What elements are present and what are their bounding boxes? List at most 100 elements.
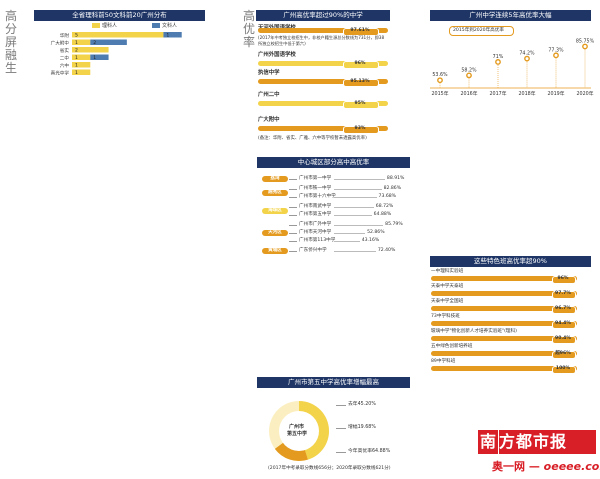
category-label: 华附	[60, 32, 70, 39]
class-value-pill	[552, 320, 576, 329]
school-name: 广州市广外中学	[299, 222, 332, 227]
class-value: 96.7%	[555, 305, 571, 311]
school-label: 广大附中	[258, 117, 280, 123]
legend-swatch-arts	[152, 23, 160, 28]
school-value: 95%	[354, 100, 366, 106]
school-rate: 73.68%	[378, 194, 397, 199]
class-value: 96%	[557, 275, 569, 281]
school-label: 执信中学	[258, 70, 280, 76]
chart-title: 这些特色班高优率超90%	[430, 256, 591, 267]
value-leader	[334, 207, 374, 208]
bar-science	[72, 69, 91, 75]
school-value-pill	[343, 100, 379, 109]
school-value: 95.13%	[350, 78, 370, 84]
class-label: 一中理科实验班	[431, 269, 464, 274]
trend-chart: 53.6% 2015年 58.2% 2016年 71% 2017年 74.2% 2018年 77…	[430, 38, 595, 97]
chart-subtitle: 2015年到2020年高优率	[453, 27, 504, 33]
value-label: 58.2%	[461, 67, 477, 73]
bar-value-label: 1	[166, 33, 169, 39]
chart-footnote: (2017年中考录取分数线656分；2020年录取分数线621分)	[268, 466, 391, 471]
school-label: 广州二中	[258, 92, 280, 98]
value-leader	[334, 225, 384, 226]
trend-subtitle-box	[449, 26, 514, 36]
school-bar	[258, 61, 388, 66]
school-bar	[258, 79, 388, 84]
value-label: 71%	[493, 54, 504, 60]
school-value-pill	[343, 125, 379, 134]
district-pill	[262, 176, 288, 182]
bar-arts	[90, 39, 127, 45]
school-value-pill	[343, 60, 379, 69]
data-point	[466, 72, 472, 79]
chart-title: 全省理科前50文科前20广州分布	[34, 10, 205, 21]
class-bar	[431, 366, 577, 371]
class-value: 100%	[555, 365, 571, 371]
school-bar	[258, 28, 388, 33]
school-value: 96%	[354, 60, 366, 66]
class-bar	[431, 291, 577, 296]
bar-science	[72, 47, 109, 53]
class-bar	[431, 276, 577, 281]
bar-value-label: 1	[93, 55, 96, 61]
pie-slice-label: 去年45.20%	[348, 402, 376, 407]
pie-slice-label: 增幅19.68%	[348, 425, 376, 430]
brand-domain: oeeee.com	[543, 460, 600, 473]
district-label: 荔湾	[270, 176, 280, 181]
bar-science	[72, 62, 91, 68]
class-value: 94.4%	[555, 320, 571, 326]
school-rate: 68.72%	[375, 204, 394, 209]
legend-label-science: 理科人	[102, 23, 118, 29]
class-value-pill	[552, 275, 576, 284]
category-label: 六中	[60, 62, 70, 69]
school-name: 广东侨兴中学	[299, 248, 327, 253]
bar-value-label: 5	[75, 33, 78, 39]
class-value-pill	[552, 305, 576, 314]
brand-char-1: 南	[478, 430, 498, 454]
brand-site: 奥一网 — oeeee.com	[492, 460, 600, 473]
x-tick-label: 2015年	[431, 90, 448, 97]
connector-line	[289, 241, 297, 242]
brand-name: 南 方都市报	[478, 430, 596, 456]
class-value: 97.7%	[555, 290, 571, 296]
x-tick-label: 2020年	[576, 90, 593, 97]
school-rate: 72.40%	[377, 248, 396, 253]
x-tick-label: 2018年	[518, 90, 535, 97]
category-label: 真光中学	[51, 70, 70, 77]
pie-leader	[336, 452, 346, 453]
category-label: 省实	[60, 47, 70, 54]
school-name: 广州市第十六中学	[299, 194, 336, 199]
value-leader	[334, 179, 385, 180]
bar-value-label: 1	[75, 70, 78, 76]
district-pill	[262, 248, 288, 254]
class-label: 89中学科班	[431, 359, 456, 364]
connector-line	[289, 215, 297, 216]
value-label: 77.3%	[548, 47, 564, 53]
chart-title: 中心城区部分高中高优率	[257, 157, 410, 168]
brand-logo: 南 方都市报 奥一网 — oeeee.com	[478, 430, 600, 476]
value-leader	[334, 215, 372, 216]
class-value: 90.4%	[555, 335, 571, 341]
school-bar	[258, 101, 388, 106]
bar-arts	[90, 54, 109, 60]
bar-science	[72, 32, 164, 38]
bar-value-label: 1	[75, 40, 78, 46]
class-label: 五中绿色创新培养班	[431, 344, 473, 349]
school-value: 97.61%	[350, 27, 370, 33]
school-name: 广州市天河中学	[299, 230, 332, 235]
bar-value-label: 1	[75, 55, 78, 61]
chart-footnote: (备注：华附、省实、广雅、六中等学校暂未透露高优率)	[258, 136, 367, 141]
chart-title: 广州高优率超过90%的中学	[256, 10, 390, 21]
pie-slice-label: 今年高优率64.88%	[348, 449, 391, 454]
class-bar	[431, 321, 577, 326]
class-label: 天泰中学天泰班	[431, 284, 464, 289]
brand-name-rest: 方都市报	[499, 430, 596, 454]
district-label: 黄埔区	[268, 248, 282, 253]
class-label: 玻璃中学"物化创新人才培养实验班"(理科)	[431, 329, 517, 334]
class-bar	[431, 306, 577, 311]
chart-title: 广州中学连续5年高优率大幅	[430, 10, 591, 21]
school-value: 93%	[354, 125, 366, 131]
connector-line	[289, 251, 297, 252]
category-label: 广大附中	[51, 40, 70, 47]
section-label-high-scores: 高分屏融生	[4, 9, 17, 75]
